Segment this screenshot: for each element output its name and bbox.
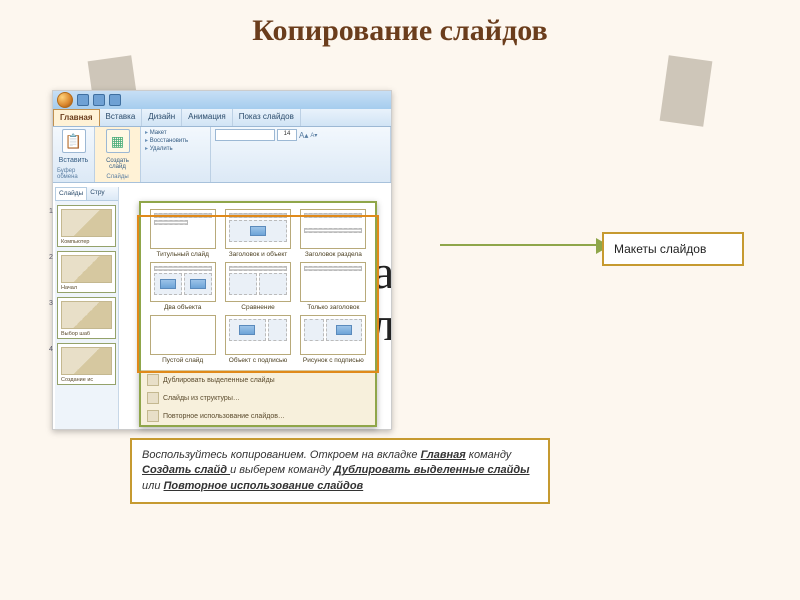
shrink-font-icon[interactable]: A▾ bbox=[310, 132, 317, 139]
layout-gallery-popup: Титульный слайд Заголовок и объект Заголов… bbox=[139, 201, 377, 427]
layout-label: Только заголовок bbox=[298, 304, 369, 311]
layout-option[interactable]: Пустой слайд bbox=[147, 315, 218, 364]
office-orb-icon[interactable] bbox=[57, 92, 73, 108]
layout-label: Заголовок раздела bbox=[298, 251, 369, 258]
instr-text: Воспользуйтесь копированием. Откроем на … bbox=[142, 449, 421, 461]
layout-label: Заголовок и объект bbox=[222, 251, 293, 258]
undo-icon[interactable] bbox=[93, 94, 105, 106]
quick-access-toolbar bbox=[53, 91, 391, 109]
layout-option[interactable]: Сравнение bbox=[222, 262, 293, 311]
group-slide-ops: Макет Восстановить Удалить bbox=[141, 127, 211, 182]
arrow-line bbox=[440, 244, 602, 246]
instruction-box: Воспользуйтесь копированием. Откроем на … bbox=[130, 438, 550, 504]
layout-label: Рисунок с подписью bbox=[298, 357, 369, 364]
save-icon[interactable] bbox=[77, 94, 89, 106]
new-slide-label[interactable]: Создать слайд bbox=[99, 158, 136, 170]
group-slides: ▦ Создать слайд Слайды bbox=[95, 127, 141, 182]
tab-slideshow[interactable]: Показ слайдов bbox=[233, 109, 301, 126]
grow-font-icon[interactable]: A▴ bbox=[299, 131, 308, 140]
redo-icon[interactable] bbox=[109, 94, 121, 106]
layout-option[interactable]: Заголовок раздела bbox=[298, 209, 369, 258]
thumb-number: 1 bbox=[49, 208, 53, 215]
layout-option[interactable]: Только заголовок bbox=[298, 262, 369, 311]
layout-option[interactable]: Два объекта bbox=[147, 262, 218, 311]
tab-outline[interactable]: Стру bbox=[87, 187, 107, 200]
slide-thumb[interactable]: 2Начал bbox=[57, 251, 116, 293]
thumb-label: Начал bbox=[61, 285, 112, 291]
tab-animation[interactable]: Анимация bbox=[182, 109, 233, 126]
instr-text: команду bbox=[466, 449, 512, 461]
tab-insert[interactable]: Вставка bbox=[100, 109, 143, 126]
layout-label: Объект с подписью bbox=[222, 357, 293, 364]
instr-link-duplicate: Дублировать выделенные слайды bbox=[334, 464, 530, 476]
slide-thumbnails-pane: Слайды Стру 1Компьютер2Начал3Выбор шаб4С… bbox=[55, 187, 119, 429]
group-font: 14 A▴ A▾ bbox=[211, 127, 391, 182]
thumb-label: Компьютер bbox=[61, 239, 112, 245]
font-size-select[interactable]: 14 bbox=[277, 129, 297, 141]
ribbon-tabs: Главная Вставка Дизайн Анимация Показ сл… bbox=[53, 109, 391, 127]
group-slides-label: Слайды bbox=[106, 174, 128, 180]
layout-button[interactable]: Макет bbox=[145, 129, 188, 136]
gallery-footer-menu: Дублировать выделенные слайдыСлайды из с… bbox=[141, 370, 375, 425]
callout-box: Макеты слайдов bbox=[602, 232, 744, 266]
layout-option[interactable]: Титульный слайд bbox=[147, 209, 218, 258]
group-clipboard-label: Буфер обмена bbox=[57, 168, 90, 180]
instr-link-newslide: Создать слайд bbox=[142, 464, 230, 476]
gallery-menu-item[interactable]: Повторное использование слайдов… bbox=[141, 407, 375, 425]
layout-label: Титульный слайд bbox=[147, 251, 218, 258]
paste-icon[interactable]: 📋 bbox=[62, 129, 86, 153]
tab-home[interactable]: Главная bbox=[53, 109, 100, 126]
tab-slides[interactable]: Слайды bbox=[55, 187, 87, 200]
layout-label: Пустой слайд bbox=[147, 357, 218, 364]
slide-title: Копирование слайдов bbox=[0, 14, 800, 48]
thumb-number: 3 bbox=[49, 300, 53, 307]
gallery-menu-item[interactable]: Слайды из структуры… bbox=[141, 389, 375, 407]
slide-thumb[interactable]: 4Создание ис bbox=[57, 343, 116, 385]
new-slide-icon[interactable]: ▦ bbox=[106, 129, 130, 153]
instr-link-reuse: Повторное использование слайдов bbox=[164, 480, 364, 492]
layout-label: Два объекта bbox=[147, 304, 218, 311]
instr-link-home: Главная bbox=[421, 449, 466, 461]
gallery-menu-item[interactable]: Дублировать выделенные слайды bbox=[141, 371, 375, 389]
layout-label: Сравнение bbox=[222, 304, 293, 311]
thumb-label: Выбор шаб bbox=[61, 331, 112, 337]
font-name-select[interactable] bbox=[215, 129, 275, 141]
callout-text: Макеты слайдов bbox=[614, 242, 706, 256]
instr-text: или bbox=[142, 480, 164, 492]
group-clipboard: 📋 Вставить Буфер обмена bbox=[53, 127, 95, 182]
slide-thumb[interactable]: 3Выбор шаб bbox=[57, 297, 116, 339]
layout-option[interactable]: Заголовок и объект bbox=[222, 209, 293, 258]
thumb-number: 4 bbox=[49, 346, 53, 353]
delete-button[interactable]: Удалить bbox=[145, 145, 188, 152]
slide-thumb[interactable]: 1Компьютер bbox=[57, 205, 116, 247]
tab-design[interactable]: Дизайн bbox=[142, 109, 182, 126]
paste-label: Вставить bbox=[59, 157, 89, 164]
layout-option[interactable]: Рисунок с подписью bbox=[298, 315, 369, 364]
thumb-label: Создание ис bbox=[61, 377, 112, 383]
layout-option[interactable]: Объект с подписью bbox=[222, 315, 293, 364]
powerpoint-screenshot: Главная Вставка Дизайн Анимация Показ сл… bbox=[52, 90, 392, 430]
tape-decor-right bbox=[660, 55, 713, 126]
ribbon-body: 📋 Вставить Буфер обмена ▦ Создать слайд … bbox=[53, 127, 391, 183]
thumb-number: 2 bbox=[49, 254, 53, 261]
reset-button[interactable]: Восстановить bbox=[145, 137, 188, 144]
instr-text: и выберем команду bbox=[230, 464, 334, 476]
